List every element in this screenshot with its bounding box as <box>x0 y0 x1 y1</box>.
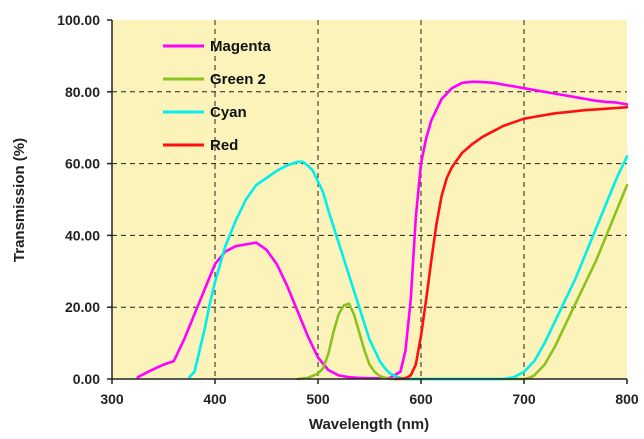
x-tick-label: 700 <box>512 391 536 407</box>
legend-label-cyan: Cyan <box>210 104 247 121</box>
x-tick-label: 600 <box>409 391 433 407</box>
series-lines <box>136 80 629 381</box>
x-tick-label: 300 <box>100 391 124 407</box>
legend-label-green-2: Green 2 <box>210 71 266 88</box>
series-line-green-2 <box>296 183 629 381</box>
series-line-red <box>394 105 629 381</box>
x-tick-labels: 300 400 500 600 700 800 <box>100 379 639 407</box>
x-tick-label: 500 <box>306 391 330 407</box>
y-tick-label: 40.00 <box>65 227 100 243</box>
series-line-cyan <box>188 155 629 381</box>
y-tick-label: 80.00 <box>65 84 100 100</box>
legend-label-magenta: Magenta <box>210 38 272 55</box>
x-tick-label: 800 <box>615 391 639 407</box>
series-line-magenta <box>136 80 629 380</box>
y-tick-label: 60.00 <box>65 156 100 172</box>
legend-label-red: Red <box>210 137 238 154</box>
y-tick-label: 20.00 <box>65 299 100 315</box>
y-tick-label: 100.00 <box>57 12 100 28</box>
y-tick-labels: 0.00 20.00 40.00 60.00 80.00 100.00 <box>57 12 112 387</box>
y-axis-title: Transmission (%) <box>11 138 28 262</box>
legend: Magenta Green 2 Cyan Red <box>163 38 272 154</box>
y-tick-label: 0.00 <box>73 371 100 387</box>
x-axis-title: Wavelength (nm) <box>309 416 429 433</box>
x-tick-label: 400 <box>203 391 227 407</box>
